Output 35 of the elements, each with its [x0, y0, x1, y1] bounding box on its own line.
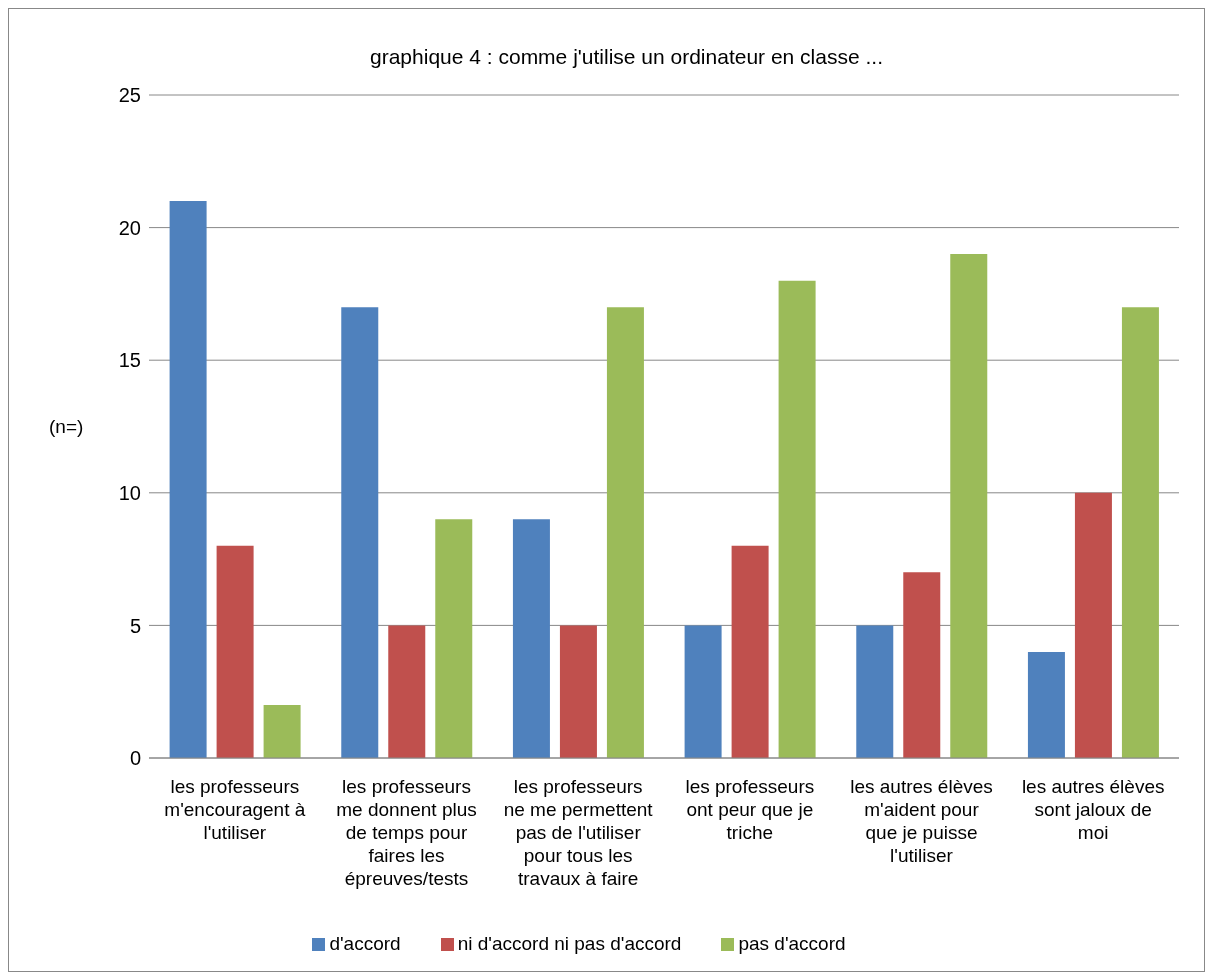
chart-title: graphique 4 : comme j'utilise un ordinateur en classe ...	[369, 44, 884, 70]
bar	[1074, 492, 1112, 758]
bar	[684, 625, 722, 758]
y-tick-label: 25	[118, 84, 141, 107]
legend-label: ni d'accord ni pas d'accord	[457, 933, 682, 954]
bar	[1027, 651, 1065, 758]
bar	[169, 201, 207, 758]
y-tick-label: 20	[118, 216, 141, 239]
bar	[903, 572, 941, 758]
y-axis-title: (n=)	[49, 416, 84, 438]
legend-label: pas d'accord	[738, 933, 846, 954]
y-tick-label: 0	[129, 747, 141, 770]
bar	[731, 545, 769, 758]
bar	[263, 704, 301, 758]
bar	[341, 307, 379, 758]
bar	[606, 307, 644, 758]
bar	[512, 519, 550, 758]
y-tick-label: 15	[118, 349, 141, 372]
y-tick-label: 10	[118, 481, 141, 504]
x-tick-label: les autres élèves m'aident pour que je puisse l'utiliser	[850, 776, 993, 866]
legend-label: d'accord	[329, 933, 401, 954]
x-tick-label: les professeurs ont peur que je triche	[685, 776, 815, 843]
x-tick-label: les professeurs ne me permettent pas de l'utiliser pour tous les travaux à faire	[503, 776, 654, 889]
x-tick-label: les autres élèves sont jaloux de moi	[1021, 776, 1165, 843]
bar	[435, 519, 473, 758]
bar	[1121, 307, 1159, 758]
x-tick-label: les professeurs me donnent plus de temps pour faires les épreuves/tests	[336, 776, 477, 889]
bar	[388, 625, 426, 758]
x-tick-label: les professeurs m'encouragent à l'utiliser	[164, 776, 306, 843]
bar	[559, 625, 597, 758]
y-tick-label: 5	[129, 614, 141, 637]
bar	[950, 254, 988, 758]
bar	[778, 280, 816, 758]
bar	[856, 625, 894, 758]
bar	[216, 545, 254, 758]
